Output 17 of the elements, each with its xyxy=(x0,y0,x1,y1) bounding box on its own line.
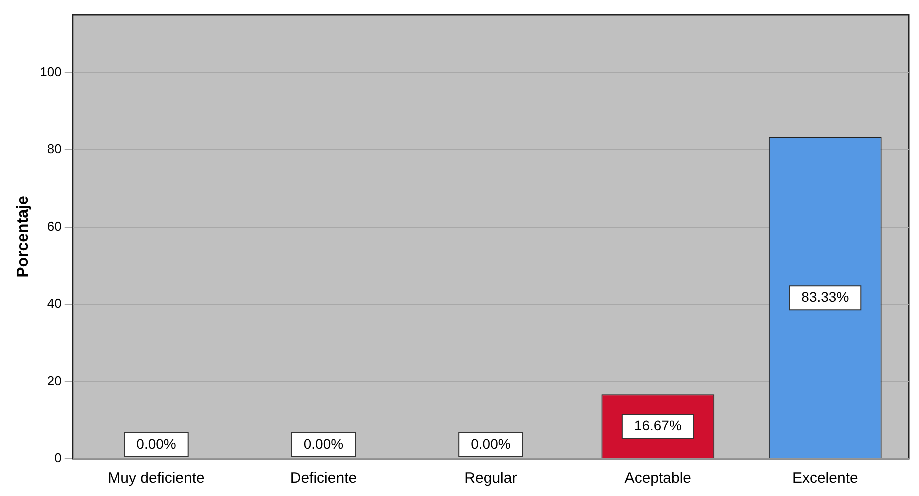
data-label: 83.33% xyxy=(802,288,850,305)
y-tick-label: 40 xyxy=(47,296,62,312)
data-label: 16.67% xyxy=(634,418,682,434)
x-tick-label: Excelente xyxy=(792,470,858,488)
y-tick-label: 100 xyxy=(40,64,62,80)
data-label: 0.00% xyxy=(136,436,176,452)
x-tick-label: Regular xyxy=(464,470,518,488)
x-tick-label: Muy deficiente xyxy=(108,470,205,488)
y-tick-label: 0 xyxy=(54,450,62,466)
x-tick-label: Deficiente xyxy=(290,470,358,488)
y-axis-title: Porcentaje xyxy=(15,196,32,278)
y-tick-label: 60 xyxy=(47,218,62,234)
y-tick-label: 20 xyxy=(47,373,62,388)
x-tick-label: Aceptable xyxy=(624,470,692,488)
y-tick-label: 80 xyxy=(47,142,62,157)
data-label: 0.00% xyxy=(471,436,511,452)
data-label: 0.00% xyxy=(304,436,344,452)
